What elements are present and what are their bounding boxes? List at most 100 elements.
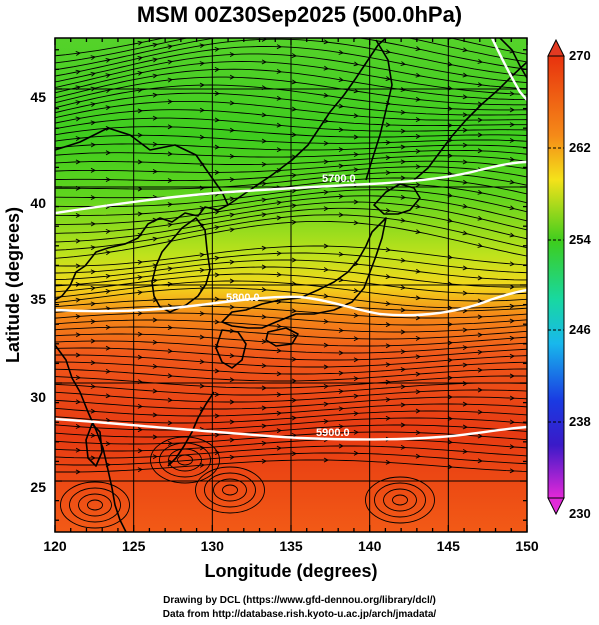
streamline-arrow-12-452 [447, 123, 453, 128]
streamline-arrow-56-420 [415, 430, 421, 436]
streamline-arrow-59-296 [291, 451, 297, 457]
streamline-arrow-55-343 [338, 424, 344, 429]
streamline-arrow-15-204 [199, 134, 205, 140]
streamline-arrow-7-467 [462, 94, 468, 100]
eddy-0-ring-23 [60, 481, 130, 529]
streamline-32 [55, 259, 527, 281]
streamline-arrow-17-482 [477, 148, 483, 154]
axis-ticks [54, 38, 528, 532]
streamline-arrow-18-390 [385, 155, 391, 161]
streamline-arrow-16-281 [276, 147, 282, 153]
colorbar: 270 262 254 246 238 230 [547, 38, 591, 521]
streamline-arrow-5-420 [415, 72, 421, 78]
colorbar-label-230: 230 [569, 506, 591, 521]
streamline-arrow-14-358 [353, 134, 359, 140]
streamline-14 [55, 126, 527, 138]
streamline-arrow-47-358 [353, 376, 359, 382]
streamline-arrow-57-266 [261, 440, 267, 446]
streamline-arrow-36-390 [385, 301, 391, 306]
streamline-arrow-30-514 [509, 261, 515, 267]
streamline-arrow-20-110 [105, 177, 111, 182]
streamline-arrow-56-358 [353, 429, 359, 435]
streamline-arrow-49-281 [276, 392, 282, 398]
eddy-2-ring-11 [383, 488, 417, 512]
streamline-arrow-33-80 [75, 282, 81, 287]
streamline-arrow-12-80 [75, 116, 81, 122]
streamline-arrow-33-514 [509, 284, 515, 290]
eddy-3-ring-23 [150, 436, 220, 484]
streamline-arrow-30-328 [323, 243, 329, 249]
streamline-44 [55, 347, 527, 361]
streamline-arrow-60-390 [385, 459, 391, 465]
streamline-16 [55, 143, 527, 151]
coastline-china [55, 127, 229, 301]
streamline-arrow-53-234 [229, 419, 235, 425]
streamline-arrow-50-296 [291, 397, 297, 403]
streamline-arrow-0-142 [137, 40, 143, 46]
streamline-arrow-3-390 [385, 49, 391, 54]
streamline-arrow-9-80 [75, 100, 81, 105]
streamline-arrow-13-467 [462, 127, 468, 133]
colorbar-ticks [548, 147, 564, 423]
coastline-kyushu [215, 329, 247, 369]
streamline-arrow-27-328 [323, 206, 329, 212]
streamline-arrow-12-266 [261, 112, 267, 118]
lon-tick-label-120: 120 [43, 538, 67, 554]
streamline-arrow-48-452 [447, 375, 453, 381]
streamline-arrow-30-390 [385, 247, 391, 253]
streamline-arrow-12-514 [509, 122, 515, 128]
streamline-arrow-25-281 [276, 200, 282, 206]
streamline-arrow-5-296 [291, 53, 297, 58]
streamline-arrow-22-467 [462, 179, 468, 185]
streamline-arrow-42-390 [385, 343, 391, 349]
streamline-arrow-26-358 [353, 199, 359, 205]
streamline-arrow-36-514 [509, 303, 515, 309]
streamline-arrow-35-358 [353, 288, 359, 294]
streamline-arrow-58-467 [462, 448, 468, 454]
contour-label-5700: 5700.0 [322, 173, 356, 185]
streamline-arrow-3-142 [137, 55, 143, 61]
credit-drawing: Drawing by DCL (https://www.gfd-dennou.o… [163, 595, 436, 606]
streamline-arrow-18-514 [509, 156, 515, 162]
streamline-arrow-58-95 [90, 455, 96, 461]
streamline-arrow-42-452 [447, 340, 453, 346]
streamline-arrow-60-266 [261, 458, 267, 464]
streamline-arrow-33-204 [199, 267, 205, 273]
streamline-22 [55, 177, 527, 199]
streamline-7 [55, 68, 527, 101]
streamline-arrow-14-482 [477, 132, 483, 138]
streamline-arrow-30-204 [199, 252, 205, 258]
streamline-arrow-52-281 [276, 410, 282, 416]
streamline-21 [55, 171, 527, 190]
streamline-arrow-20-358 [353, 167, 359, 173]
streamline-arrow-28-467 [462, 230, 468, 236]
streamline-27 [55, 207, 527, 243]
streamline-arrow-24-142 [137, 211, 143, 217]
lat-tick-label-25: 25 [30, 479, 46, 495]
streamline-arrow-26-172 [167, 222, 173, 228]
streamline-arrow-48-204 [199, 383, 205, 389]
streamline-arrow-59-358 [353, 450, 359, 456]
streamline-29 [55, 220, 527, 259]
streamline-arrow-45-142 [137, 354, 143, 360]
streamline-arrow-54-390 [385, 415, 391, 421]
streamline-arrow-46-405 [400, 367, 406, 373]
streamline-arrow-7-343 [338, 77, 344, 82]
streamline-arrow-22-405 [400, 175, 406, 181]
streamline-arrow-40-467 [462, 327, 468, 333]
streamline-arrow-50-110 [105, 393, 111, 399]
streamline-4 [55, 46, 527, 84]
streamline-arrow-5-110 [105, 73, 111, 79]
streamline-arrow-50-482 [477, 387, 483, 393]
streamline-47 [55, 368, 527, 382]
streamline-arrow-50-358 [353, 393, 359, 399]
streamline-arrow-52-405 [400, 402, 406, 408]
streamline-arrow-17-110 [105, 150, 111, 156]
streamline-12 [55, 109, 527, 127]
streamline-arrow-41-110 [105, 324, 111, 330]
lat-tick-label-40: 40 [30, 195, 46, 211]
streamline-28 [55, 214, 527, 251]
streamline-arrow-8-296 [291, 79, 297, 85]
streamline-arrow-36-80 [75, 297, 81, 303]
streamline-arrow-37-219 [214, 296, 220, 302]
